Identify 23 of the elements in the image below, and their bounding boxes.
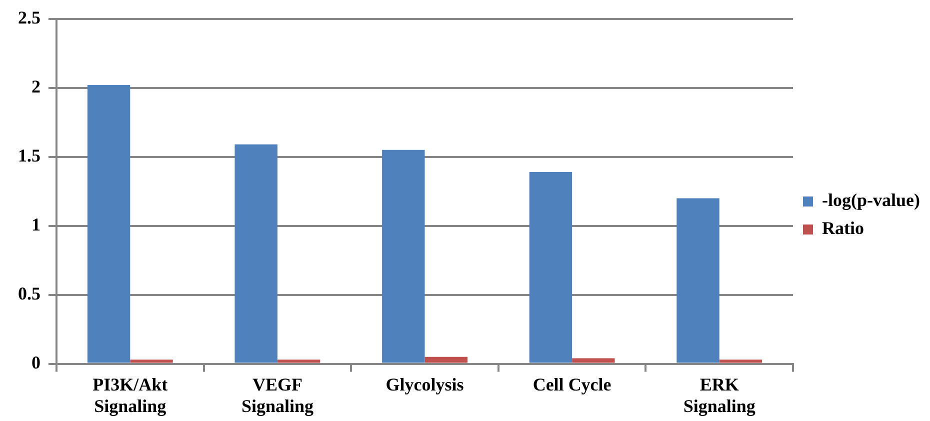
bar (277, 360, 320, 363)
bar (719, 360, 762, 363)
bar (424, 356, 468, 363)
bar (529, 172, 572, 363)
x-tick-label: PI3K/Akt Signaling (92, 374, 168, 416)
legend-label: -log(p-value) (822, 190, 920, 210)
bar (572, 358, 615, 363)
x-tick-label: VEGF Signaling (241, 374, 314, 416)
bar (382, 150, 425, 363)
y-tick-label: 2 (32, 76, 40, 96)
x-tick-label: Cell Cycle (532, 374, 612, 394)
bar (234, 144, 278, 363)
x-tick-label: Glycolysis (386, 374, 464, 394)
y-tick-label: 1.5 (18, 145, 40, 166)
bar (130, 360, 173, 363)
y-tick-label: 1 (32, 214, 40, 234)
legend-label: Ratio (822, 218, 864, 238)
x-tick-label: ERK Signaling (683, 374, 756, 416)
y-tick-label: 2.5 (18, 7, 40, 28)
y-tick-label: 0 (32, 352, 40, 372)
bar (87, 85, 130, 363)
y-tick-label: 0.5 (18, 283, 40, 304)
bar (676, 198, 720, 363)
